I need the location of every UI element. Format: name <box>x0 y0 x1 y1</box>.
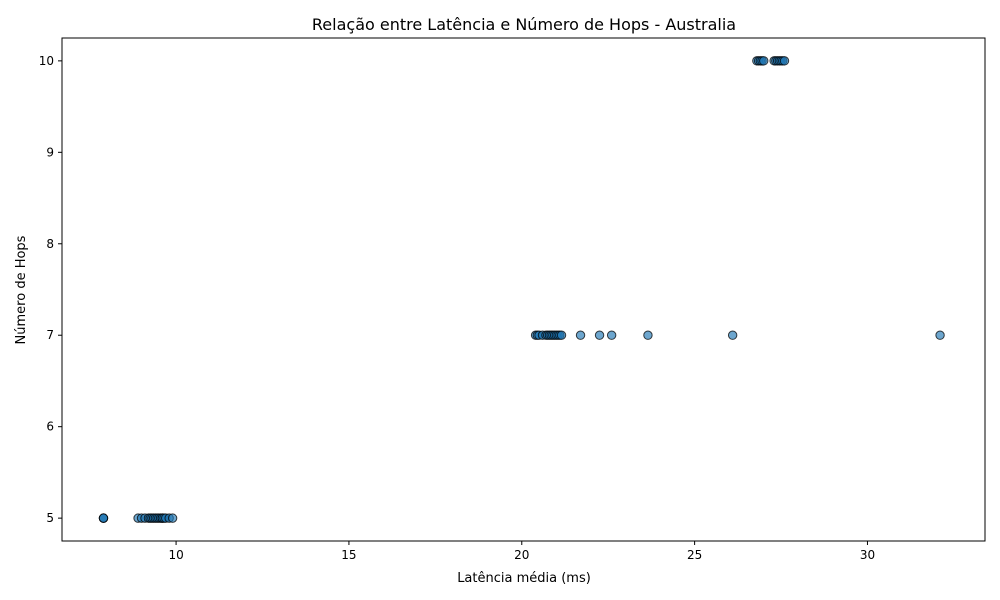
y-tick-label: 9 <box>46 145 54 159</box>
x-tick-label: 25 <box>687 548 702 562</box>
x-axis-ticks: 10 15 20 25 30 <box>168 541 875 562</box>
data-point <box>167 513 178 523</box>
data-point <box>727 330 738 340</box>
x-axis-label: Latência média (ms) <box>457 571 591 586</box>
x-tick-label: 30 <box>860 548 875 562</box>
y-axis-label: Número de Hops <box>14 235 29 344</box>
plot-area <box>62 38 985 541</box>
data-point <box>594 330 605 340</box>
y-tick-label: 10 <box>39 54 54 68</box>
data-point <box>779 56 790 66</box>
y-tick-label: 8 <box>46 237 54 251</box>
x-tick-label: 15 <box>341 548 356 562</box>
x-tick-label: 10 <box>168 548 183 562</box>
y-tick-label: 7 <box>46 328 54 342</box>
data-point <box>759 56 769 66</box>
y-axis-ticks: 5 6 7 8 9 10 <box>39 54 62 525</box>
data-point <box>935 330 945 340</box>
data-point <box>556 330 567 340</box>
plot-frame <box>61 37 986 542</box>
y-tick-label: 6 <box>46 420 54 434</box>
data-point <box>643 330 653 340</box>
chart-title: Relação entre Latência e Número de Hops … <box>312 15 736 34</box>
data-points <box>98 56 945 523</box>
data-point <box>575 330 586 340</box>
x-tick-label: 20 <box>514 548 529 562</box>
data-point <box>606 330 617 340</box>
data-point <box>98 513 109 523</box>
y-tick-label: 5 <box>46 511 54 525</box>
